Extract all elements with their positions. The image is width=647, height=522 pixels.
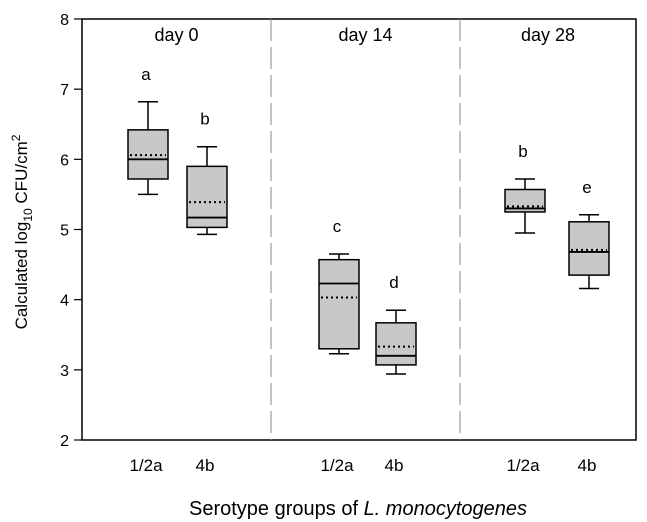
significance-letter: b — [200, 110, 209, 129]
x-tick-label: 4b — [578, 456, 597, 475]
y-tick-label: 8 — [60, 12, 69, 29]
y-tick-label: 7 — [60, 82, 69, 99]
x-tick-label: 1/2a — [320, 456, 354, 475]
box-day14-12a — [318, 253, 360, 355]
x-tick-label: 4b — [196, 456, 215, 475]
significance-letter: b — [518, 142, 527, 161]
plot-frame — [81, 18, 637, 441]
labels: 2 3 4 5 6 7 8 day 0 a 1/2a b 4b day 14 c 1/2a d 4b day 28… — [60, 12, 596, 475]
significance-letter: e — [582, 178, 591, 197]
significance-letter: d — [389, 273, 398, 292]
significance-letter: c — [333, 217, 342, 236]
box-day28-4b — [568, 214, 610, 290]
y-tick-label: 5 — [60, 223, 69, 240]
y-axis-title: Calculated log10 CFU/cm2 — [9, 134, 35, 329]
box-day14-4b — [375, 309, 417, 375]
panel-label: day 14 — [338, 25, 392, 45]
box-iqr — [375, 322, 417, 366]
y-tick-label: 2 — [60, 433, 69, 450]
y-tick-label: 3 — [60, 363, 69, 380]
box-day0-4b — [186, 145, 228, 236]
box-iqr — [504, 188, 546, 213]
x-tick-label: 4b — [385, 456, 404, 475]
y-tick-label: 6 — [60, 152, 69, 169]
panel-label: day 0 — [154, 25, 198, 45]
box-day28-12a — [504, 178, 546, 234]
axes — [74, 18, 637, 441]
x-axis-title: Serotype groups of L. monocytogenes — [189, 498, 527, 520]
box-iqr — [568, 221, 610, 276]
y-tick-label: 4 — [60, 293, 69, 310]
significance-letter: a — [141, 65, 151, 84]
x-tick-label: 1/2a — [506, 456, 540, 475]
box-day0-12a — [127, 101, 169, 196]
box-iqr — [318, 258, 360, 350]
x-tick-label: 1/2a — [129, 456, 163, 475]
plot-area — [127, 101, 610, 375]
panel-label: day 28 — [521, 25, 575, 45]
